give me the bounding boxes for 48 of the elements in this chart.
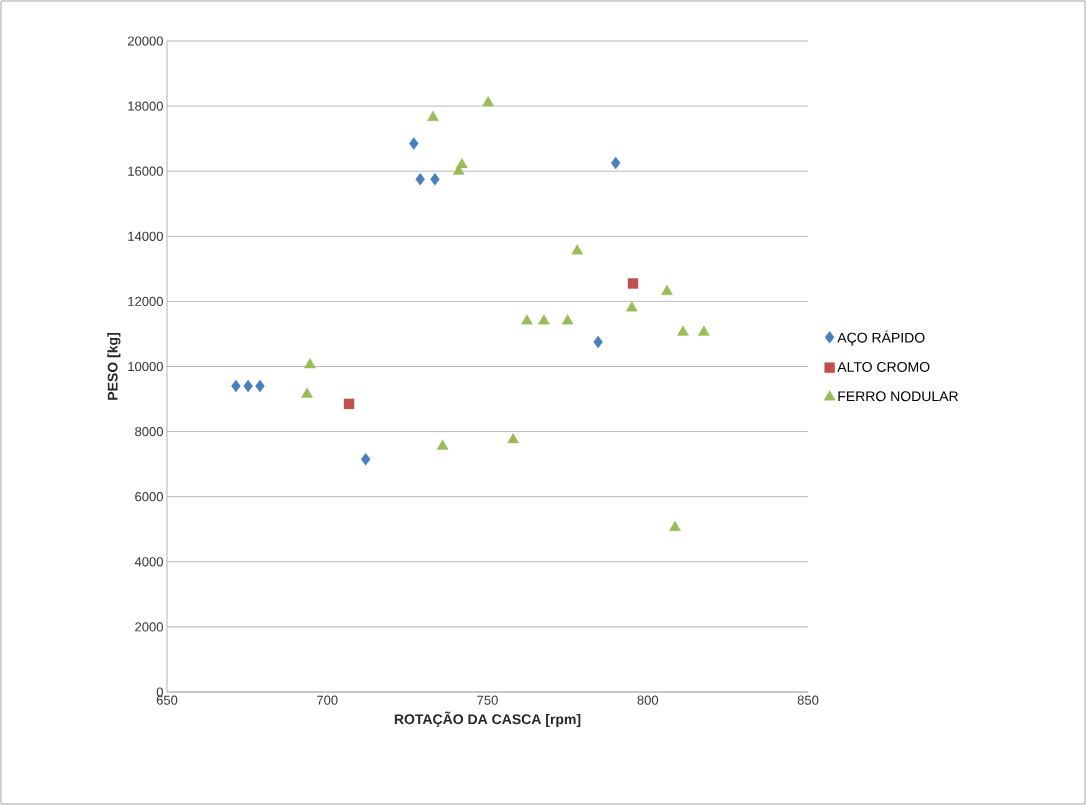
legend-label: FERRO NODULAR: [838, 391, 958, 402]
y-tick-label: 20000: [127, 36, 163, 46]
x-tick-label: 850: [797, 695, 819, 705]
point: [698, 325, 710, 336]
point: [452, 164, 465, 175]
x-tick-label: 650: [156, 695, 178, 705]
y-tick-label: 12000: [128, 296, 163, 306]
point: [255, 379, 265, 393]
point: [627, 278, 639, 289]
point: [231, 379, 241, 393]
x-axis-title: ROTAÇÃO DA CASCA [rpm]: [394, 711, 581, 727]
point: [521, 314, 533, 325]
y-tick-label: 8000: [135, 426, 163, 437]
y-tick-label: 4000: [134, 557, 163, 567]
point: [538, 314, 550, 325]
point: [677, 325, 689, 336]
point: [361, 453, 371, 466]
x-tick-label: 700: [317, 695, 338, 705]
legend-label: ALTO CROMO: [837, 362, 930, 372]
point: [243, 379, 253, 393]
point: [561, 314, 574, 325]
point: [301, 387, 313, 398]
point: [415, 173, 425, 186]
point: [427, 110, 439, 121]
point: [669, 520, 681, 532]
y-tick-label: 2000: [135, 622, 163, 632]
y-tick-label: 0: [156, 687, 163, 697]
y-tick-label: 10000: [128, 361, 163, 372]
y-tick-label: 16000: [128, 166, 163, 176]
point: [409, 137, 419, 150]
point: [343, 398, 355, 410]
point: [611, 156, 621, 170]
legend-label: AÇO RÁPIDO: [837, 330, 925, 346]
point: [482, 96, 494, 107]
point: [593, 335, 603, 349]
x-tick-label: 800: [637, 695, 659, 705]
point: [430, 173, 440, 186]
y-axis-title: PESO [kg]: [107, 333, 121, 400]
point: [625, 301, 638, 312]
y-tick-label: 6000: [135, 492, 163, 502]
point: [571, 244, 584, 255]
point: [661, 284, 673, 296]
point: [507, 433, 519, 444]
y-tick-label: 14000: [128, 231, 163, 241]
point: [304, 358, 316, 369]
x-tick-label: 750: [477, 695, 498, 705]
y-tick-label: 18000: [128, 101, 163, 111]
point: [436, 439, 449, 450]
